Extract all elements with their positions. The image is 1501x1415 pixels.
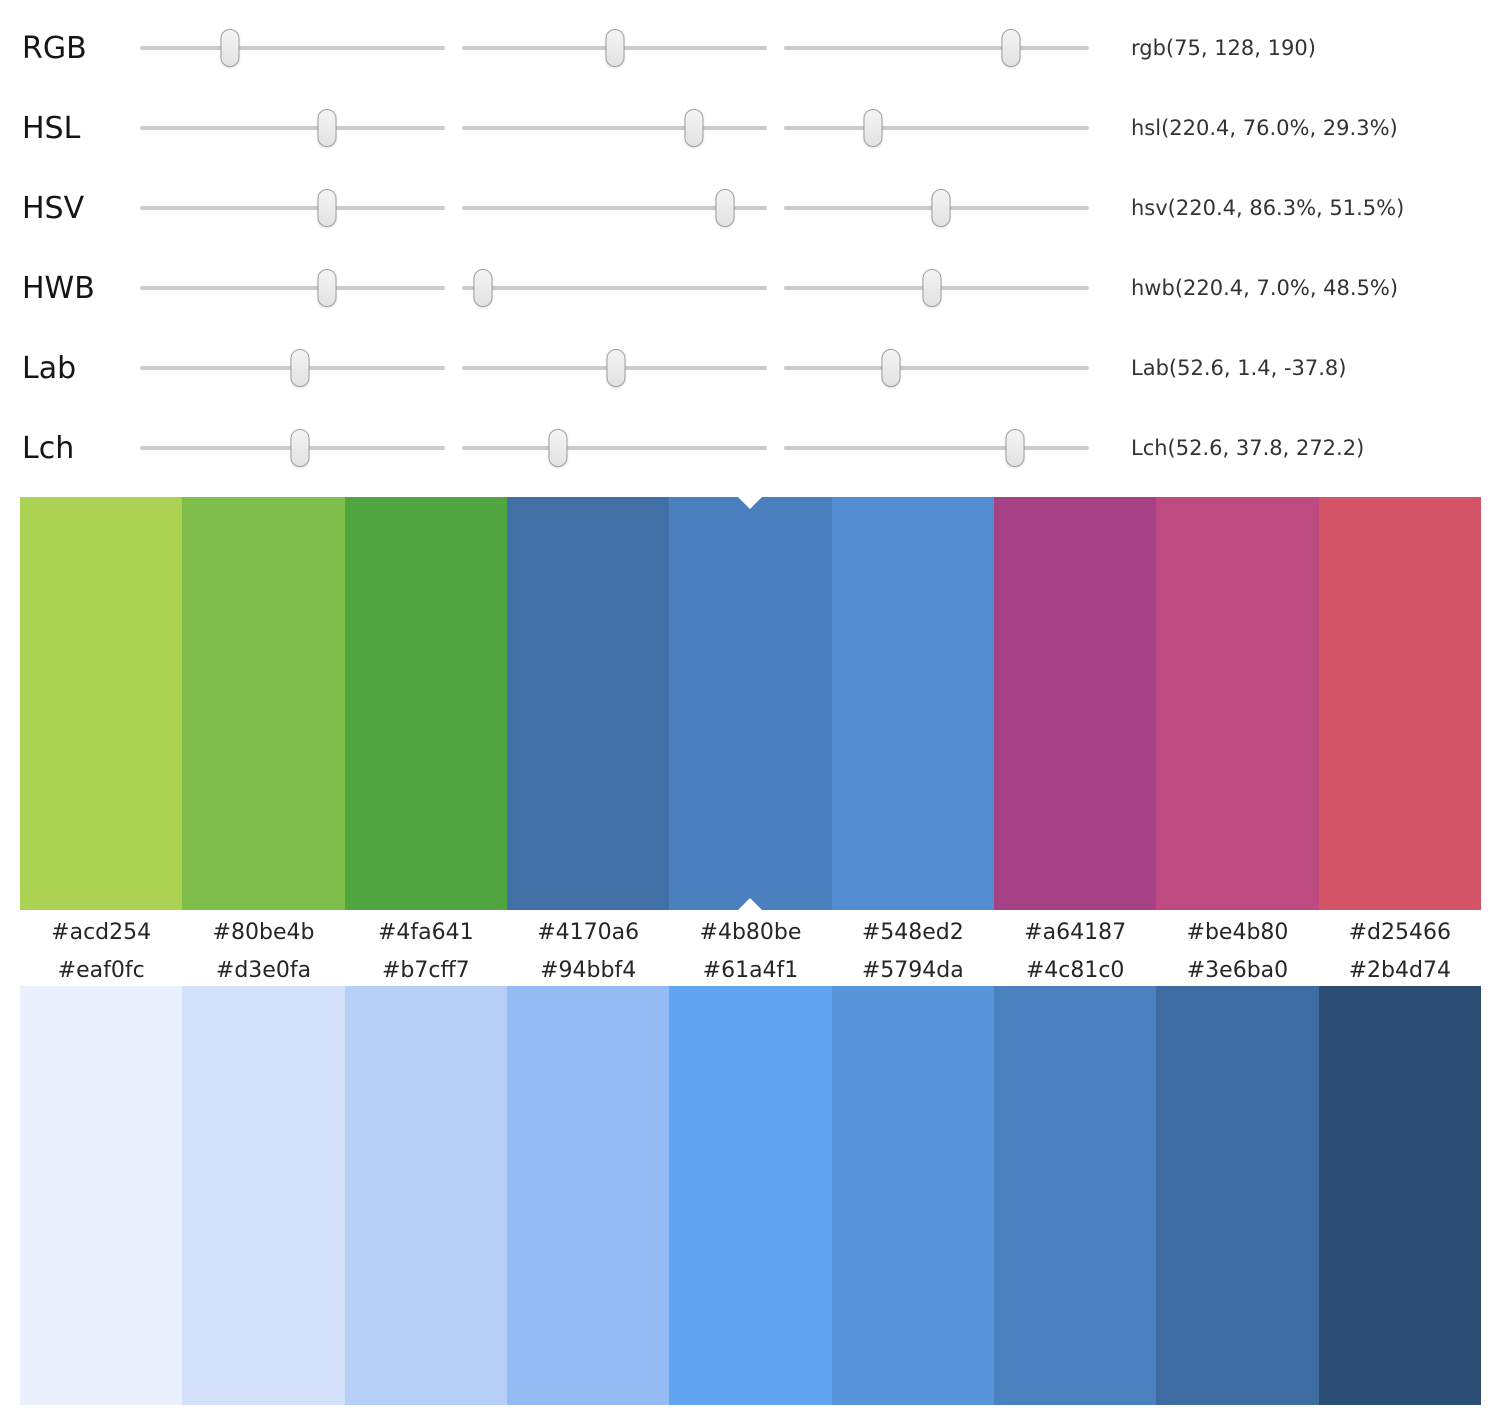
color-value-text: hwb(220.4, 7.0%, 48.5%) (1131, 276, 1399, 300)
hex-code-label: #5794da (861, 957, 964, 983)
colorspace-label: HWB (22, 270, 95, 306)
slider-thumb[interactable] (863, 109, 883, 147)
main-palette (20, 497, 1481, 910)
slider-track[interactable] (462, 349, 767, 387)
slider-row-lab: Lab Lab(52.6, 1.4, -37.8) (0, 328, 1501, 408)
slider-row-hsl: HSL hsl(220.4, 76.0%, 29.3%) (0, 88, 1501, 168)
palette-swatch[interactable] (993, 986, 1157, 1405)
slider-thumb[interactable] (473, 269, 493, 307)
palette-swatch[interactable] (669, 986, 832, 1405)
slider-thumb[interactable] (317, 189, 337, 227)
slider-track[interactable] (462, 429, 767, 467)
palette-swatch[interactable] (506, 497, 670, 910)
palette-swatch[interactable] (182, 497, 345, 910)
hex-code-label: #d25466 (1348, 919, 1451, 945)
hex-code-label: #b7cff7 (381, 957, 470, 983)
slider-track[interactable] (784, 189, 1089, 227)
palette-swatch[interactable] (1156, 497, 1319, 910)
palette-swatch[interactable] (1318, 986, 1481, 1405)
slider-thumb[interactable] (715, 189, 735, 227)
hex-code-label: #61a4f1 (702, 957, 799, 983)
slider-track[interactable] (462, 109, 767, 147)
palette-swatch[interactable] (506, 986, 670, 1405)
color-value-text: hsl(220.4, 76.0%, 29.3%) (1131, 116, 1398, 140)
colorspace-label: RGB (22, 30, 87, 66)
slider-track[interactable] (784, 349, 1089, 387)
slider-thumb[interactable] (931, 189, 951, 227)
hex-code-label: #4fa641 (377, 919, 474, 945)
slider-thumb[interactable] (684, 109, 704, 147)
slider-section: RGB rgb(75, 128, 190) HSL hsl(220.4, 76.0%,… (0, 0, 1501, 488)
hex-code-label: #2b4d74 (1348, 957, 1451, 983)
slider-row-hwb: HWB hwb(220.4, 7.0%, 48.5%) (0, 248, 1501, 328)
slider-track[interactable] (140, 429, 445, 467)
slider-thumb[interactable] (606, 349, 626, 387)
slider-thumb[interactable] (220, 29, 240, 67)
palette-swatch[interactable] (831, 497, 994, 910)
slider-track[interactable] (784, 429, 1089, 467)
palette-swatch[interactable] (20, 986, 183, 1405)
slider-track[interactable] (140, 349, 445, 387)
slider-track[interactable] (140, 269, 445, 307)
hex-code-label: #4b80be (699, 919, 802, 945)
colorspace-label: Lab (22, 350, 77, 386)
slider-row-lch: Lch Lch(52.6, 37.8, 272.2) (0, 408, 1501, 488)
slider-track[interactable] (140, 29, 445, 67)
palette-swatch[interactable] (1156, 986, 1319, 1405)
shades-palette (20, 986, 1481, 1405)
main-palette-hex-labels: #acd254 #80be4b #4fa641 #4170a6 #4b80be #548e… (20, 910, 1481, 954)
color-value-text: hsv(220.4, 86.3%, 51.5%) (1131, 196, 1405, 220)
slider-track[interactable] (462, 29, 767, 67)
palette-swatch[interactable] (1318, 497, 1481, 910)
slider-track[interactable] (784, 269, 1089, 307)
slider-track[interactable] (140, 109, 445, 147)
hex-code-label: #be4b80 (1186, 919, 1289, 945)
color-value-text: Lch(52.6, 37.8, 272.2) (1131, 436, 1365, 460)
slider-track[interactable] (462, 269, 767, 307)
hex-code-label: #548ed2 (861, 919, 964, 945)
slider-thumb[interactable] (290, 429, 310, 467)
color-value-text: Lab(52.6, 1.4, -37.8) (1131, 356, 1347, 380)
slider-thumb[interactable] (922, 269, 942, 307)
hex-code-label: #4c81c0 (1025, 957, 1125, 983)
hex-code-label: #80be4b (212, 919, 315, 945)
shades-palette-hex-labels: #eaf0fc #d3e0fa #b7cff7 #94bbf4 #61a4f1 #5794… (20, 954, 1481, 986)
hex-code-label: #d3e0fa (215, 957, 312, 983)
hex-code-label: #3e6ba0 (1186, 957, 1289, 983)
hex-code-label: #94bbf4 (540, 957, 637, 983)
slider-thumb[interactable] (290, 349, 310, 387)
hex-code-label: #4170a6 (537, 919, 640, 945)
slider-thumb[interactable] (317, 109, 337, 147)
slider-thumb[interactable] (548, 429, 568, 467)
slider-row-rgb: RGB rgb(75, 128, 190) (0, 8, 1501, 88)
slider-track[interactable] (462, 189, 767, 227)
palette-swatch[interactable] (831, 986, 994, 1405)
hex-code-label: #acd254 (51, 919, 152, 945)
color-value-text: rgb(75, 128, 190) (1131, 36, 1316, 60)
palette-swatch[interactable] (182, 986, 345, 1405)
colorspace-label: HSV (22, 190, 85, 226)
palette-swatch[interactable] (344, 497, 507, 910)
slider-thumb[interactable] (605, 29, 625, 67)
slider-track[interactable] (140, 189, 445, 227)
palette-swatch[interactable] (20, 497, 183, 910)
palette-swatch[interactable] (344, 986, 507, 1405)
colorspace-label: Lch (22, 430, 75, 466)
slider-track[interactable] (784, 109, 1089, 147)
slider-thumb[interactable] (1001, 29, 1021, 67)
slider-row-hsv: HSV hsv(220.4, 86.3%, 51.5%) (0, 168, 1501, 248)
slider-thumb[interactable] (317, 269, 337, 307)
hex-code-label: #a64187 (1024, 919, 1127, 945)
slider-thumb[interactable] (881, 349, 901, 387)
slider-thumb[interactable] (1005, 429, 1025, 467)
colorspace-label: HSL (22, 110, 81, 146)
palette-swatch[interactable] (669, 497, 832, 910)
palette-swatch[interactable] (993, 497, 1157, 910)
slider-track[interactable] (784, 29, 1089, 67)
hex-code-label: #eaf0fc (57, 957, 145, 983)
